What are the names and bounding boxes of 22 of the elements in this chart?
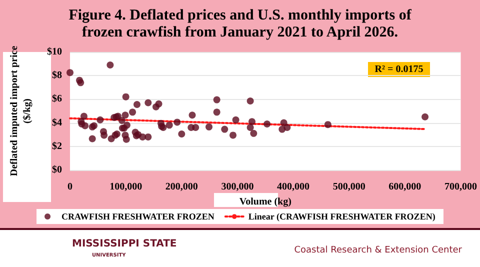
legend-label: Linear (CRAWFISH FRESHWATER FROZEN) — [248, 212, 436, 222]
y-tick-label: $10 — [47, 46, 62, 58]
text: MISSISSIPPI STATE — [72, 238, 177, 250]
x-tick-label: 200,000 — [165, 182, 198, 192]
text: Coastal Research & Extension Center — [294, 246, 462, 256]
y-tick-label: $8 — [52, 70, 62, 82]
x-tick-label: 100,000 — [110, 182, 142, 192]
legend-label: CRAWFISH FRESHWATER FROZEN — [62, 212, 215, 222]
annotation: R² = 0.0175 — [374, 64, 424, 75]
y-axis-title: Deflated imputed import price ($/kg) — [9, 45, 33, 176]
x-tick-label: 400,000 — [277, 182, 310, 192]
x-tick-label: 0 — [68, 182, 72, 192]
y-tick-label: $0 — [52, 164, 62, 176]
y-tick-label: $2 — [52, 140, 62, 152]
y-tick-label: $6 — [52, 94, 62, 105]
x-axis-title: Volume (kg) — [239, 196, 292, 208]
x-tick-label: 500,000 — [332, 182, 366, 192]
y-tick-label: $4 — [52, 117, 62, 128]
x-tick-label: 600,000 — [388, 182, 422, 192]
chart-title: Figure 4. Deflated prices and U.S. monthly imports of frozen crawfish from January 2021 to April 2026. — [68, 8, 412, 40]
x-tick-label: 300,000 — [221, 182, 254, 192]
x-tick-label: 700,000 — [444, 182, 477, 192]
